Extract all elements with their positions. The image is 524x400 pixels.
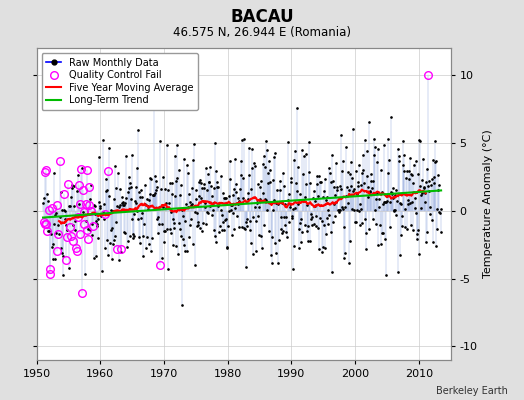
Legend: Raw Monthly Data, Quality Control Fail, Five Year Moving Average, Long-Term Tren: Raw Monthly Data, Quality Control Fail, …	[41, 53, 198, 110]
Text: 46.575 N, 26.944 E (Romania): 46.575 N, 26.944 E (Romania)	[173, 26, 351, 39]
Y-axis label: Temperature Anomaly (°C): Temperature Anomaly (°C)	[483, 130, 493, 278]
Text: BACAU: BACAU	[230, 8, 294, 26]
Text: Berkeley Earth: Berkeley Earth	[436, 386, 508, 396]
